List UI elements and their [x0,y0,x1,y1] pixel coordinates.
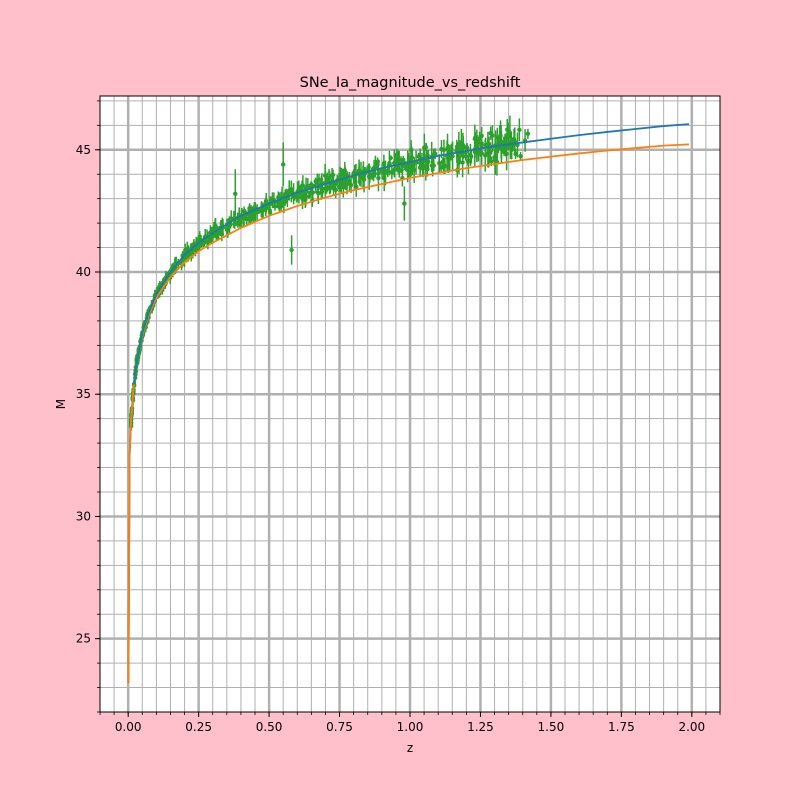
data-point [469,154,474,159]
data-point [495,135,500,140]
x-tick-label: 0.00 [115,720,142,734]
model-curve-blue [127,123,690,683]
data-point [482,153,488,158]
data-point [276,194,281,200]
data-point [389,169,395,175]
data-point [441,164,446,170]
data-point [439,146,444,152]
data-point [509,147,514,152]
data-point [315,180,320,185]
data-point [518,153,523,159]
data-point [247,206,252,211]
data-point [238,220,243,225]
y-tick-label: 35 [76,387,91,401]
data-point [281,200,287,205]
data-point [460,160,465,165]
x-axis: 0.00 0.25 0.50 0.75 1.00 1.25 1.50 1.75 2.00 [99,712,721,734]
y-tick-label: 25 [76,632,91,646]
data-point [259,207,264,213]
data-point [490,133,495,138]
data-point [208,236,213,242]
data-point [376,171,381,176]
data-point [465,159,471,164]
data-point [454,144,460,149]
x-axis-label: z [407,741,413,755]
data-point [315,190,321,195]
data-point [478,148,483,154]
data-point [473,135,478,140]
data-point [329,173,335,178]
data-point [402,201,407,206]
x-tick-label: 1.00 [397,720,424,734]
data-point [463,154,468,159]
x-tick-label: 1.75 [608,720,635,734]
series-layer [127,115,690,683]
data-point [488,150,493,155]
data-point [405,167,410,173]
data-point [423,144,429,150]
data-point [325,176,330,181]
x-tick-label: 0.75 [326,720,353,734]
data-point [228,216,234,221]
data-point [289,247,294,253]
model-curve-orange-low [127,384,135,683]
data-point [288,189,294,194]
data-point [343,172,348,177]
data-point [477,136,482,141]
data-point [381,170,386,175]
x-tick-label: 1.25 [467,720,494,734]
data-point [392,167,397,172]
data-point [517,127,522,133]
data-point [525,131,531,137]
data-point [280,162,286,167]
data-point [356,168,362,173]
y-tick-label: 45 [76,143,91,157]
data-point [233,191,238,196]
y-tick-label: 30 [76,509,91,523]
data-point [306,194,312,199]
data-point [505,127,510,132]
chart-title: SNe_Ia_magnitude_vs_redshift [300,75,521,91]
data-point [450,153,455,159]
data-point [381,161,387,166]
data-point [431,163,436,168]
data-point [513,151,518,157]
data-point [370,172,375,177]
data-point [416,154,421,159]
x-tick-label: 0.50 [256,720,283,734]
data-point [446,155,451,161]
data-point [460,142,466,148]
data-point [319,186,324,191]
data-point [224,226,230,232]
x-tick-label: 0.25 [185,720,212,734]
data-point [300,183,306,188]
data-point [475,140,480,145]
y-tick-label: 40 [76,265,91,279]
data-point [305,183,311,189]
y-axis: 25 30 35 40 45 [76,100,100,713]
y-axis-label: M [54,399,68,409]
data-point [376,175,381,181]
data-point [254,209,260,215]
data-point [366,174,372,179]
data-point [464,145,470,151]
data-point [375,162,380,167]
data-point [332,183,337,189]
x-tick-label: 2.00 [678,720,705,734]
data-point [213,223,218,229]
data-point [303,193,308,199]
data-point [492,155,497,160]
data-point [426,159,431,165]
x-tick-label: 1.50 [538,720,565,734]
data-point [485,142,491,147]
data-point [215,230,220,236]
data-point [244,217,249,222]
data-point [267,208,272,213]
